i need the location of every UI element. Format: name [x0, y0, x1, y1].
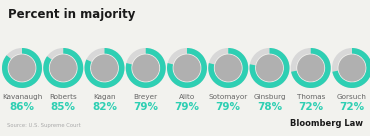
Text: 82%: 82% [92, 102, 117, 112]
Wedge shape [43, 48, 83, 88]
Text: 85%: 85% [51, 102, 76, 112]
Text: 78%: 78% [257, 102, 282, 112]
Text: 86%: 86% [10, 102, 34, 112]
Wedge shape [84, 48, 124, 88]
Wedge shape [332, 48, 370, 88]
Text: Thomas: Thomas [297, 94, 325, 100]
Circle shape [132, 54, 159, 82]
Text: Source: U.S. Supreme Court: Source: U.S. Supreme Court [7, 123, 81, 128]
Wedge shape [291, 48, 331, 88]
Wedge shape [43, 48, 83, 88]
Text: 79%: 79% [175, 102, 199, 112]
Text: Kavanaugh: Kavanaugh [2, 94, 42, 100]
Text: 72%: 72% [298, 102, 323, 112]
Circle shape [297, 54, 324, 82]
Text: 72%: 72% [339, 102, 364, 112]
Text: Percent in majority: Percent in majority [8, 8, 135, 21]
Wedge shape [2, 48, 42, 88]
Wedge shape [332, 48, 370, 88]
Text: 79%: 79% [216, 102, 241, 112]
Text: Kagan: Kagan [93, 94, 116, 100]
Wedge shape [249, 48, 289, 88]
Text: Ginsburg: Ginsburg [253, 94, 286, 100]
Circle shape [91, 54, 118, 82]
Text: Bloomberg Law: Bloomberg Law [290, 119, 363, 128]
Text: Breyer: Breyer [134, 94, 158, 100]
Wedge shape [167, 48, 207, 88]
Wedge shape [291, 48, 331, 88]
Circle shape [9, 54, 36, 82]
Circle shape [256, 54, 283, 82]
Wedge shape [126, 48, 166, 88]
Wedge shape [208, 48, 248, 88]
Circle shape [215, 54, 242, 82]
Text: Alito: Alito [179, 94, 195, 100]
Text: 79%: 79% [133, 102, 158, 112]
Wedge shape [249, 48, 289, 88]
Wedge shape [167, 48, 207, 88]
Wedge shape [208, 48, 248, 88]
Text: Gorsuch: Gorsuch [337, 94, 367, 100]
Circle shape [50, 54, 77, 82]
Text: Roberts: Roberts [49, 94, 77, 100]
Circle shape [174, 54, 201, 82]
Wedge shape [2, 48, 42, 88]
Text: Sotomayor: Sotomayor [209, 94, 248, 100]
Circle shape [339, 54, 366, 82]
Wedge shape [84, 48, 124, 88]
Wedge shape [126, 48, 166, 88]
